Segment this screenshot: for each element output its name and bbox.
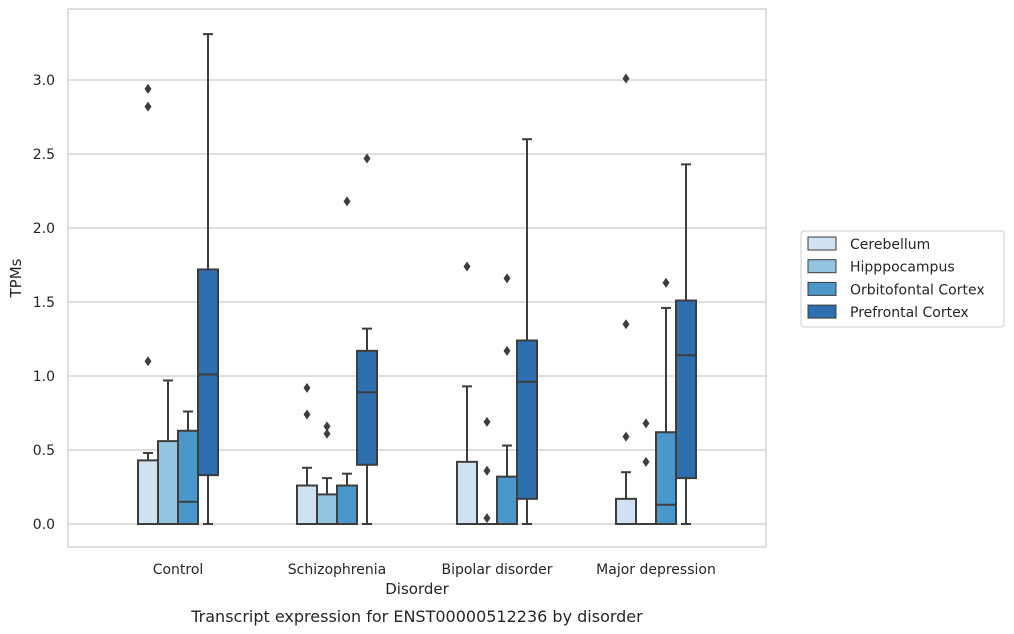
box-hipppocampus (476, 416, 498, 526)
outlier-point (483, 465, 491, 476)
legend: Cerebellum Hipppocampus Orbitofontal Corte… (800, 230, 1005, 328)
box-body (157, 440, 179, 525)
legend-frame (800, 230, 1005, 328)
legend-label: Cerebellum (850, 237, 930, 253)
outlier-point (622, 73, 630, 84)
legend-swatch (807, 304, 837, 319)
box-orbitofontal-cortex (177, 410, 199, 526)
outlier-point (642, 418, 650, 429)
outlier-point (363, 153, 371, 164)
box-prefrontal-cortex (197, 33, 219, 525)
box-cerebellum (456, 261, 478, 525)
outlier-point (323, 421, 331, 432)
outlier-point (323, 428, 331, 439)
y-tick-label: 2.0 (33, 221, 55, 237)
box-body (615, 497, 637, 525)
outlier-point (144, 101, 152, 112)
outlier-point (483, 513, 491, 524)
y-tick-labels: 0.0 0.5 1.0 1.5 2.0 2.5 3.0 (33, 73, 55, 533)
box-hipppocampus (635, 418, 657, 526)
box-prefrontal-cortex (675, 163, 697, 525)
box-body (197, 268, 219, 477)
y-tick-label: 2.5 (33, 147, 55, 163)
chart-caption: Transcript expression for ENST0000051223… (190, 607, 643, 626)
outlier-point (622, 431, 630, 442)
y-tick-label: 1.0 (33, 369, 55, 385)
box-body (336, 484, 358, 525)
x-axis-title: Disorder (385, 580, 449, 598)
outlier-point (144, 83, 152, 94)
box-body (137, 459, 159, 525)
legend-label: Hipppocampus (850, 260, 955, 276)
legend-entries: Cerebellum Hipppocampus Orbitofontal Corte… (807, 236, 985, 321)
box-body (655, 431, 677, 525)
y-axis-title: TPMs (7, 258, 25, 298)
x-tick-label: Major depression (596, 562, 716, 578)
box-body (177, 429, 199, 526)
box-body (516, 339, 538, 500)
outlier-point (662, 277, 670, 288)
legend-swatch (807, 259, 837, 274)
x-tick-labels: Control Schizophrenia Bipolar disorder Majo… (153, 562, 716, 578)
y-tick-label: 3.0 (33, 73, 55, 89)
box-body (456, 460, 478, 525)
legend-swatch (807, 281, 837, 296)
box-orbitofontal-cortex (336, 196, 358, 525)
outlier-point (503, 345, 511, 356)
outlier-point (463, 261, 471, 272)
y-tick-label: 0.5 (33, 443, 55, 459)
x-tick-label: Schizophrenia (288, 562, 386, 578)
box-prefrontal-cortex (356, 153, 378, 525)
x-tick-label: Bipolar disorder (441, 562, 552, 578)
outlier-point (303, 382, 311, 393)
plot-frame (67, 8, 767, 548)
y-tick-label: 1.5 (33, 295, 55, 311)
legend-label: Prefrontal Cortex (850, 305, 969, 321)
outlier-point (303, 409, 311, 420)
outlier-point (483, 416, 491, 427)
outlier-point (503, 273, 511, 284)
y-tick-label: 0.0 (33, 517, 55, 533)
box-body (296, 484, 318, 525)
legend-label: Orbitofontal Cortex (850, 282, 985, 298)
x-tick-label: Control (153, 562, 204, 578)
outlier-point (642, 456, 650, 467)
box-body (496, 475, 518, 526)
outlier-point (144, 356, 152, 367)
box-prefrontal-cortex (516, 138, 538, 525)
box-orbitofontal-cortex (655, 277, 677, 525)
box-body (356, 349, 378, 466)
box-body (675, 299, 697, 480)
outlier-point (622, 319, 630, 330)
box-body (316, 493, 338, 525)
box-cerebellum (296, 382, 318, 525)
box-cerebellum (137, 83, 159, 525)
outlier-point (343, 196, 351, 207)
boxes (137, 33, 697, 526)
box-cerebellum (615, 73, 637, 525)
legend-swatch (807, 236, 837, 251)
box-orbitofontal-cortex (496, 273, 518, 526)
